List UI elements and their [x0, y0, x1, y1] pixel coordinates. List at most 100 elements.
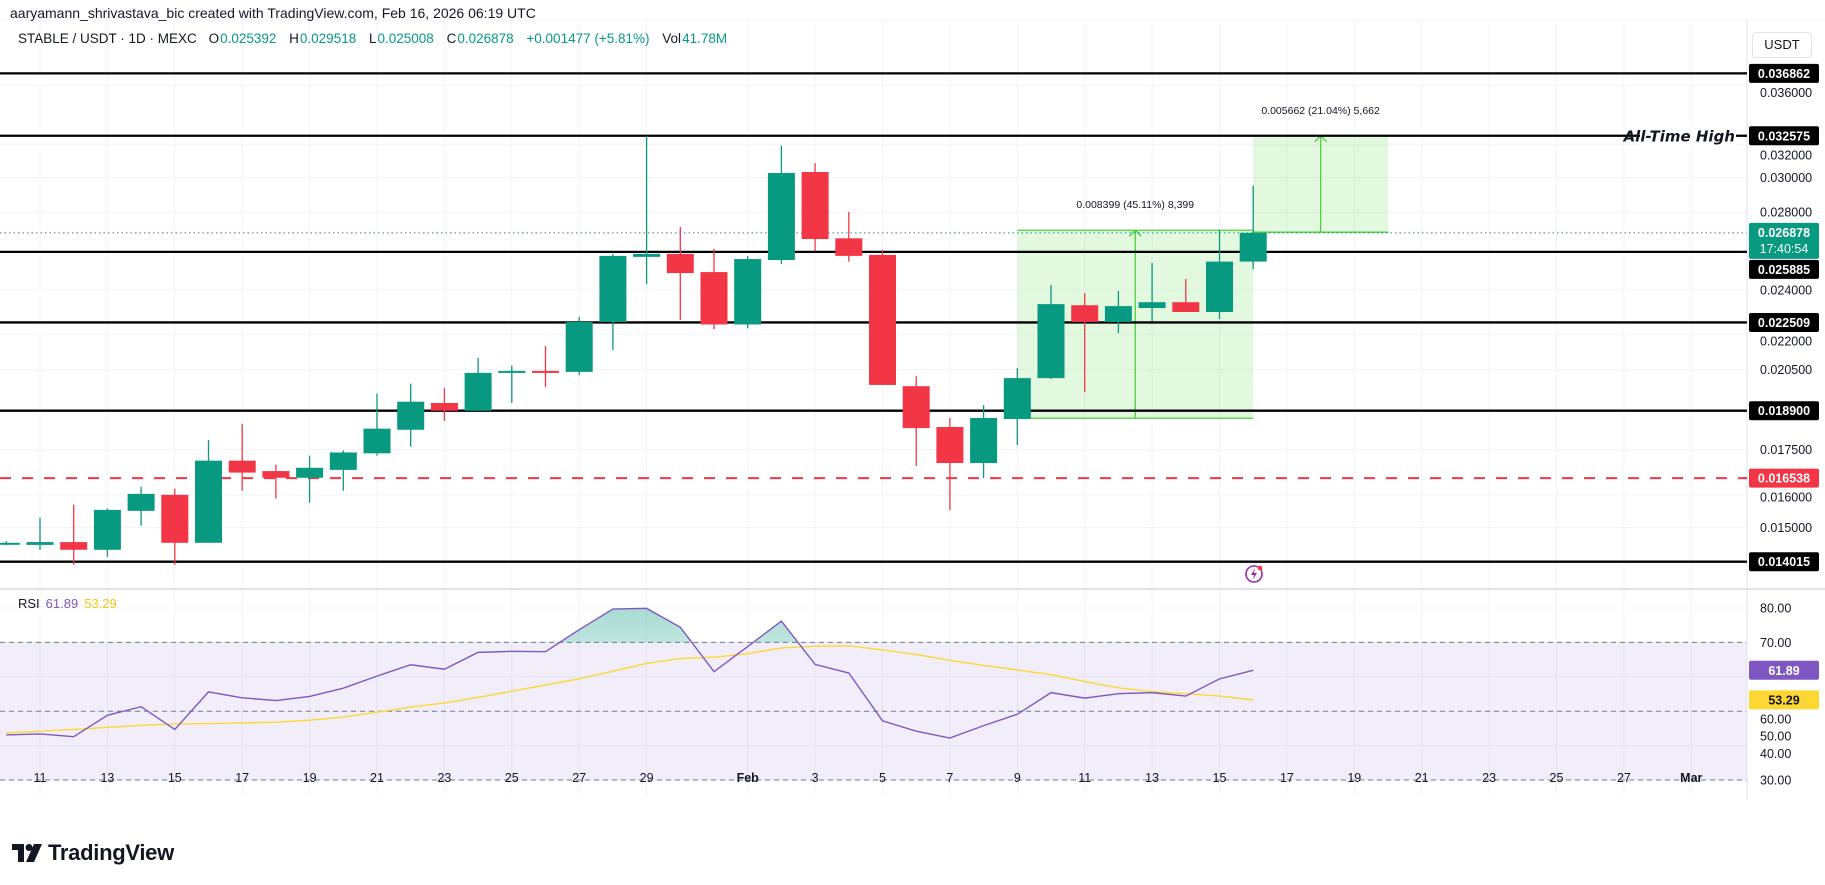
level-label-bg: [1640, 125, 1736, 146]
candle[interactable]: [1239, 185, 1267, 270]
rsi-ma-line[interactable]: [6, 645, 1254, 734]
candle-body: [1239, 232, 1267, 262]
candle[interactable]: [869, 250, 896, 385]
axes: 11 13 15 17 19 21 23 25 27 29 Feb 3 5 7 9 11 13 15 17 19 21 2…: [0, 19, 1825, 800]
level-price-badge: 0.016538: [1758, 472, 1810, 486]
candle[interactable]: [902, 376, 930, 466]
candle-body: [1037, 304, 1065, 379]
candle[interactable]: [835, 211, 863, 262]
candle-body: [228, 460, 256, 473]
x-tick-label: 25: [505, 771, 519, 785]
measure-label: 0.008399 (45.11%) 8,399: [1076, 199, 1194, 211]
candle[interactable]: [1037, 285, 1065, 380]
candle[interactable]: [161, 488, 189, 565]
candle[interactable]: [734, 255, 762, 329]
candle[interactable]: [363, 393, 391, 456]
y-tick-label: 0.016000: [1760, 490, 1812, 504]
candle[interactable]: [1138, 263, 1166, 322]
rsi-ma-badge: 53.29: [1768, 693, 1799, 707]
candle[interactable]: [93, 508, 121, 557]
symbol-title[interactable]: STABLE / USDT · 1D · MEXC: [18, 31, 197, 46]
y-tick-label: 0.032000: [1760, 148, 1812, 162]
candle[interactable]: [1104, 291, 1132, 334]
candle[interactable]: [700, 248, 728, 330]
candle-body: [1206, 261, 1233, 312]
rsi-line[interactable]: [6, 607, 1254, 739]
candle-body: [599, 255, 627, 322]
y-tick-label: 0.036000: [1760, 86, 1812, 100]
candle-body: [936, 426, 964, 464]
rsi-pane[interactable]: [0, 607, 1747, 781]
candle[interactable]: [296, 455, 324, 503]
x-tick-label: 25: [1550, 771, 1564, 785]
candle[interactable]: [0, 541, 20, 546]
price-pane[interactable]: 0.008399 (45.11%) 8,399 0.005662 (21.04%)…: [0, 72, 1747, 565]
x-tick-label: 23: [1482, 771, 1496, 785]
measure-label: 0.005662 (21.04%) 5,662: [1261, 105, 1380, 117]
candle[interactable]: [666, 227, 694, 320]
candle[interactable]: [970, 405, 998, 479]
candle-body: [734, 259, 762, 325]
candle[interactable]: [464, 357, 492, 411]
candle[interactable]: [397, 383, 425, 447]
candle[interactable]: [498, 365, 526, 404]
candle-body: [1138, 302, 1166, 309]
candle[interactable]: [936, 417, 964, 510]
currency-button[interactable]: USDT: [1752, 32, 1812, 58]
y-tick-label: 0.020500: [1760, 363, 1812, 377]
candle[interactable]: [1003, 368, 1031, 445]
symbol-legend: STABLE / USDT · 1D · MEXC O0.025392 H0.0…: [18, 31, 736, 46]
candle[interactable]: [801, 163, 829, 251]
candle[interactable]: [195, 439, 222, 543]
candle[interactable]: [1172, 279, 1200, 312]
candle-body: [93, 509, 121, 550]
rsi-y-tick-label: 50.00: [1760, 730, 1791, 744]
high-value: 0.029518: [299, 31, 357, 46]
candle-body: [296, 467, 324, 478]
lightning-bolt-icon[interactable]: [1244, 564, 1264, 584]
x-tick-label: 13: [1145, 771, 1159, 785]
candle[interactable]: [1071, 293, 1099, 393]
candle-body: [0, 542, 20, 545]
price-range-measure[interactable]: 0.005662 (21.04%) 5,662: [1253, 105, 1388, 233]
candle[interactable]: [1206, 229, 1233, 320]
candle[interactable]: [767, 145, 795, 265]
candle[interactable]: [565, 316, 593, 376]
x-tick-label: 21: [1415, 771, 1429, 785]
rsi-legend[interactable]: RSI 61.89 53.29: [18, 596, 117, 611]
candle[interactable]: [26, 517, 54, 550]
candle[interactable]: [430, 387, 458, 421]
candle[interactable]: [599, 253, 627, 351]
x-tick-label: 11: [1078, 771, 1091, 785]
candle[interactable]: [127, 486, 155, 526]
all-time-high-label: All-Time High: [1623, 127, 1735, 145]
price-range-measure[interactable]: 0.008399 (45.11%) 8,399: [1017, 199, 1254, 419]
candle-body: [1172, 302, 1200, 312]
candle-body: [498, 370, 526, 373]
candle-body: [195, 460, 222, 543]
x-tick-label: 17: [1280, 771, 1294, 785]
x-tick-label: Feb: [737, 771, 760, 785]
candle[interactable]: [532, 346, 559, 388]
level-price-badge: 0.014015: [1758, 555, 1810, 569]
candle[interactable]: [262, 464, 290, 499]
y-tick-label: 0.015000: [1760, 521, 1812, 535]
level-price-badge-bg: [1749, 63, 1819, 83]
candle-body: [767, 173, 795, 261]
open-value: 0.025392: [220, 31, 277, 46]
tradingview-logo[interactable]: TradingView: [12, 840, 174, 866]
candle[interactable]: [60, 504, 88, 565]
level-price-badge-bg: [1749, 401, 1819, 421]
level-price-badge-bg: [1749, 312, 1819, 332]
candle[interactable]: [329, 450, 357, 491]
measure-arrowhead-icon: [1128, 229, 1142, 237]
tradingview-logo-icon: [12, 844, 42, 862]
candle[interactable]: [228, 423, 256, 491]
candle[interactable]: [633, 135, 661, 284]
x-tick-label: 27: [572, 771, 586, 785]
bar-countdown: 17:40:54: [1760, 242, 1809, 256]
candle-body: [397, 401, 425, 430]
level-price-badge: 0.018900: [1758, 404, 1810, 418]
candle-body: [700, 272, 728, 325]
